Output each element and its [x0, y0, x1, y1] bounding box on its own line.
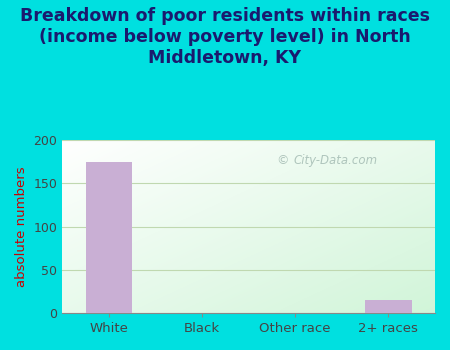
Text: ©: ©: [277, 154, 289, 167]
Y-axis label: absolute numbers: absolute numbers: [15, 166, 28, 287]
Text: Breakdown of poor residents within races
(income below poverty level) in North
M: Breakdown of poor residents within races…: [20, 7, 430, 66]
Text: City-Data.com: City-Data.com: [293, 154, 378, 167]
Bar: [365, 300, 412, 313]
Bar: [86, 162, 132, 313]
